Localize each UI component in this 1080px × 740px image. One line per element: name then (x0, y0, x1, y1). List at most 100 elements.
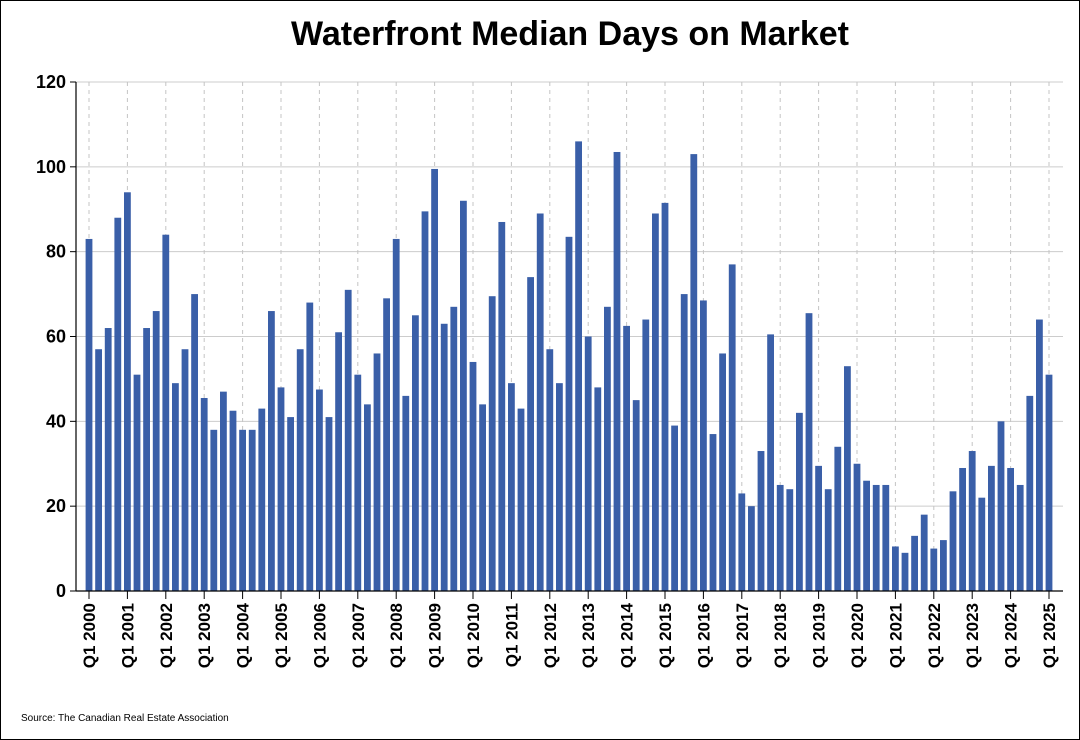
x-tick-label: Q1 2014 (618, 602, 637, 668)
bar-q2-2009 (440, 323, 448, 591)
source-note: Source: The Canadian Real Estate Associa… (21, 713, 229, 724)
bar-q1-2024 (1007, 467, 1014, 591)
bar-q1-2019 (815, 465, 822, 591)
x-tick-label: Q1 2018 (771, 603, 790, 668)
y-tick-label: 120 (36, 72, 66, 92)
bar-q3-2013 (604, 306, 611, 591)
bar-q3-2009 (450, 306, 458, 591)
x-tick-label: Q1 2001 (118, 603, 137, 668)
bar-q3-2021 (911, 535, 918, 591)
bars (85, 141, 1053, 592)
x-tick-label: Q1 2008 (387, 603, 406, 668)
bar-q4-2020 (882, 484, 890, 591)
bar-q2-2024 (1016, 484, 1024, 591)
bar-q2-2010 (479, 404, 486, 591)
bar-q3-2010 (488, 296, 496, 591)
bar-q4-2011 (536, 213, 544, 591)
y-tick-label: 20 (46, 496, 66, 516)
bar-q1-2007 (354, 374, 362, 591)
bar-q4-2006 (344, 289, 352, 591)
bar-q2-2005 (287, 417, 294, 591)
bar-q4-2009 (460, 200, 467, 591)
bar-q2-2007 (364, 404, 371, 591)
bar-q1-2004 (239, 429, 246, 591)
bar-q3-2014 (642, 319, 650, 591)
x-tick-label: Q1 2017 (733, 603, 752, 668)
bar-q2-2011 (517, 408, 525, 591)
y-tick-label: 40 (46, 411, 66, 431)
bar-q3-2004 (258, 408, 266, 591)
bar-q2-2013 (594, 387, 602, 591)
tick-labels: 0 20 40 60 80 100 120 Q1 2000 Q1 2001 Q1 2002 Q1 2… (36, 72, 1059, 668)
x-tick-label: Q1 2005 (272, 603, 291, 668)
bar-q1-2009 (431, 168, 438, 591)
x-tick-label: Q1 2004 (234, 602, 253, 668)
bar-q1-2016 (700, 300, 707, 591)
bar-q3-2017 (757, 451, 765, 591)
bar-q4-2003 (229, 410, 237, 591)
bar-q2-2015 (671, 425, 678, 591)
x-tick-label: Q1 2011 (502, 603, 521, 667)
bar-q2-2006 (325, 417, 333, 591)
x-tick-label: Q1 2020 (848, 603, 867, 668)
x-tick-label: Q1 2007 (349, 603, 368, 668)
x-tick-label: Q1 2002 (157, 603, 176, 668)
bar-q3-2003 (220, 391, 227, 591)
x-tick-label: Q1 2015 (656, 603, 675, 668)
bar-q4-2000 (114, 217, 122, 591)
bar-q4-2001 (152, 311, 160, 591)
bar-q3-2018 (796, 412, 803, 591)
bar-q3-2002 (181, 349, 189, 591)
bar-q2-2018 (786, 489, 794, 591)
x-tick-label: Q1 2010 (464, 603, 483, 668)
bar-q2-2022 (940, 540, 947, 591)
bar-q1-2020 (853, 463, 861, 591)
x-tick-label: Q1 2009 (426, 603, 445, 668)
bar-q4-2004 (268, 311, 275, 591)
bar-q2-2017 (748, 506, 755, 591)
bar-q2-2004 (248, 429, 256, 591)
bar-q2-2002 (172, 383, 179, 591)
bar-q1-2005 (277, 387, 285, 591)
bar-q1-2008 (392, 238, 400, 592)
y-tick-label: 0 (56, 581, 66, 601)
bar-q3-2006 (335, 332, 342, 591)
bar-q3-2000 (104, 328, 112, 591)
bar-q3-2012 (565, 236, 573, 591)
bar-q4-2016 (728, 264, 736, 591)
x-tick-label: Q1 2012 (541, 603, 560, 668)
bar-q4-2005 (306, 302, 314, 591)
bar-q1-2001 (124, 192, 131, 592)
bar-q1-2002 (162, 234, 170, 591)
bar-q4-2008 (421, 211, 429, 591)
bar-q4-2018 (805, 313, 813, 591)
bar-q2-2020 (863, 480, 870, 591)
bar-q2-2000 (95, 349, 102, 591)
bar-q3-2008 (412, 315, 419, 591)
bar-q3-2007 (373, 353, 381, 591)
x-tick-label: Q1 2024 (1002, 602, 1021, 668)
bar-q1-2010 (469, 361, 477, 591)
bar-q4-2010 (498, 221, 506, 591)
chart-title: Waterfront Median Days on Market (291, 15, 849, 53)
bar-q1-2017 (738, 493, 746, 591)
bar-q2-2012 (556, 383, 563, 591)
bar-q4-2002 (191, 294, 198, 591)
bar-q1-2003 (200, 398, 208, 591)
bar-q3-2024 (1026, 395, 1034, 591)
bar-q1-2023 (968, 451, 976, 591)
bar-q1-2022 (930, 548, 938, 591)
bar-q3-2005 (296, 349, 304, 591)
bar-q2-2001 (133, 374, 141, 591)
x-tick-label: Q1 2025 (1040, 603, 1059, 668)
bar-q2-2016 (709, 434, 717, 591)
bar-q3-2016 (719, 353, 726, 591)
bar-q3-2019 (834, 446, 842, 591)
bar-q3-2015 (680, 294, 688, 591)
bar-q3-2011 (527, 277, 534, 591)
bar-q4-2023 (997, 421, 1005, 591)
bar-q4-2013 (613, 151, 621, 592)
bar-q4-2021 (920, 514, 928, 591)
